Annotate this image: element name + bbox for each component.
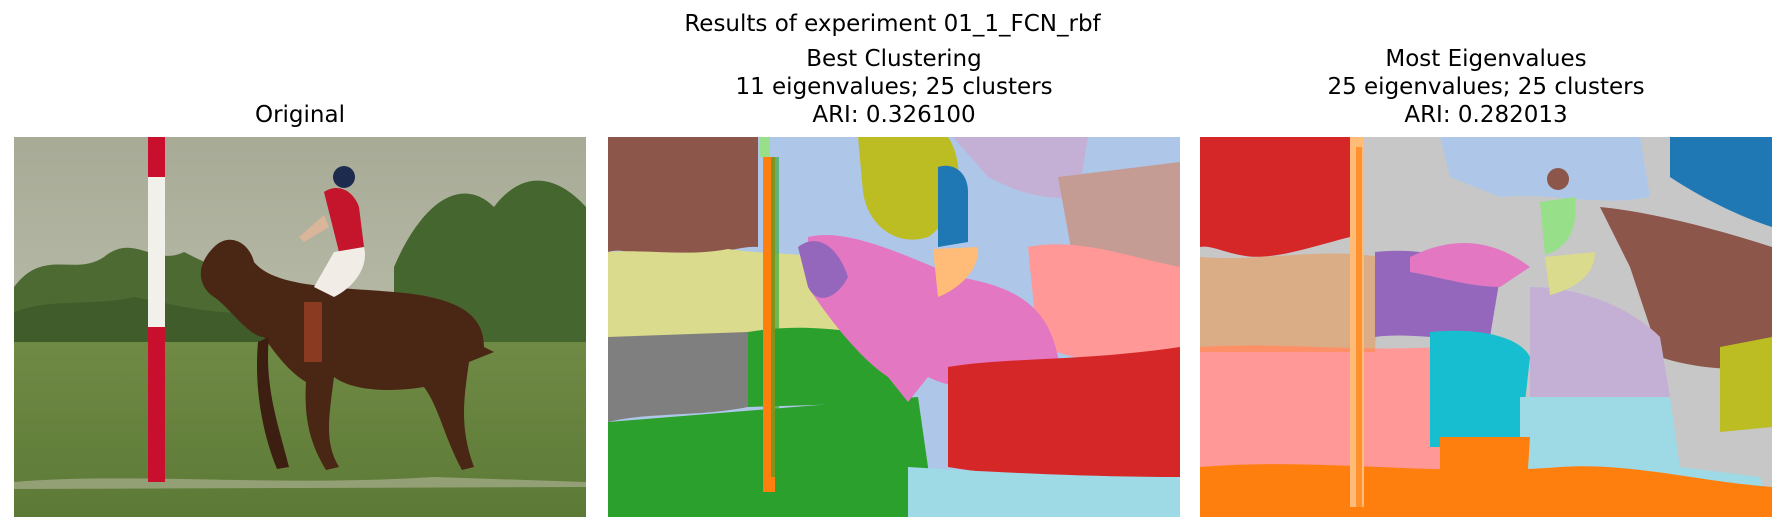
most-eigenvalues-image: [1200, 137, 1772, 517]
panel-title-most-eigenvalues: Most Eigenvalues 25 eigenvalues; 25 clus…: [1200, 45, 1772, 129]
title-line: 25 eigenvalues; 25 clusters: [1327, 74, 1645, 100]
title-line: ARI: 0.326100: [812, 102, 976, 128]
best-clustering-segmentation: [608, 137, 1180, 517]
panel-title-original: Original: [14, 101, 586, 129]
title-line: Most Eigenvalues: [1385, 46, 1587, 72]
figure-suptitle: Results of experiment 01_1_FCN_rbf: [684, 11, 1101, 37]
original-image: [14, 137, 586, 517]
title-line: Best Clustering: [806, 46, 982, 72]
polo-photo: [14, 137, 586, 517]
title-line: ARI: 0.282013: [1404, 102, 1568, 128]
most-eigenvalues-segmentation: [1200, 137, 1772, 517]
panel-title-best-clustering: Best Clustering 11 eigenvalues; 25 clust…: [608, 45, 1180, 129]
title-line: 11 eigenvalues; 25 clusters: [735, 74, 1053, 100]
title-line: Original: [254, 102, 345, 128]
best-clustering-image: [608, 137, 1180, 517]
